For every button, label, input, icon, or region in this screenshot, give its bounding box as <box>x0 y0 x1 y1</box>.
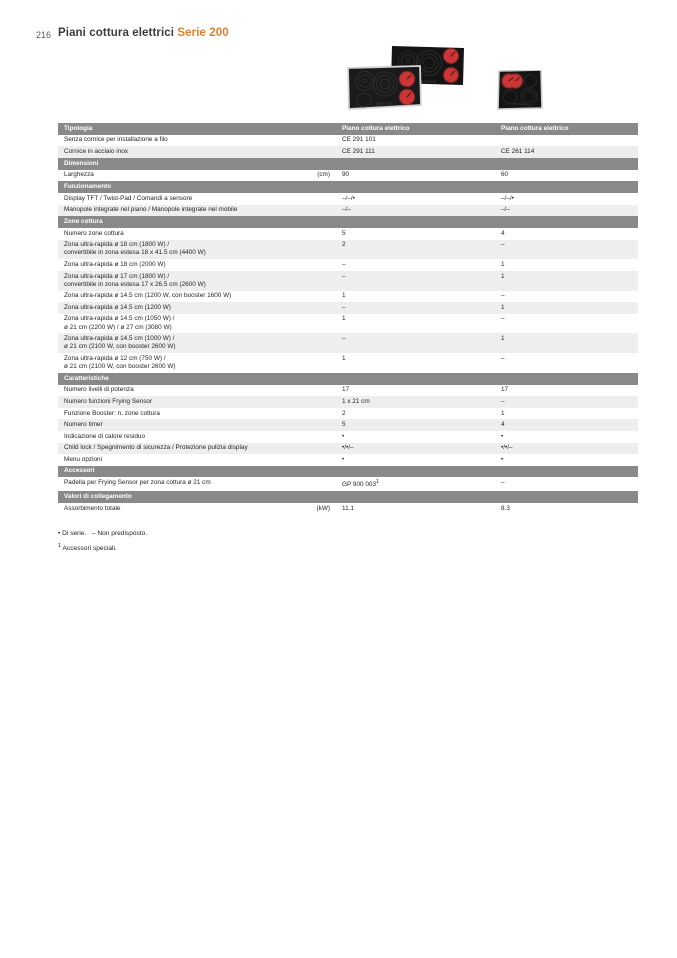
svg-text:B O S C H: B O S C H <box>513 102 526 106</box>
svg-text:B O S C H: B O S C H <box>377 102 393 106</box>
